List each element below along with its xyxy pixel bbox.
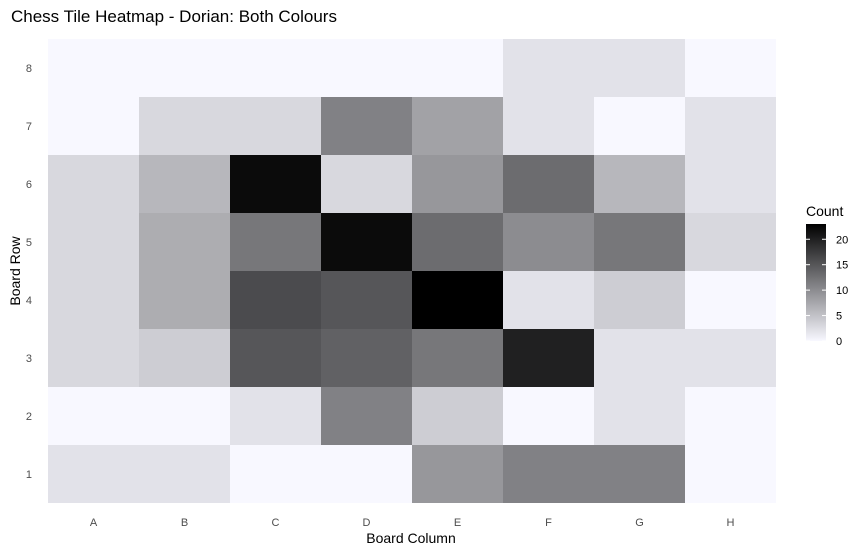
legend-colorbar xyxy=(806,224,826,341)
heatmap-cell-E5 xyxy=(412,213,503,271)
heatmap-cell-A5 xyxy=(48,213,139,271)
heatmap-cell-H6 xyxy=(685,155,776,213)
heatmap-cell-D4 xyxy=(321,271,412,329)
heatmap-cell-D5 xyxy=(321,213,412,271)
heatmap-cell-G4 xyxy=(594,271,685,329)
heatmap-cell-G8 xyxy=(594,39,685,97)
x-tick-label: D xyxy=(363,517,371,529)
heatmap-cell-A2 xyxy=(48,387,139,445)
heatmap-cell-D1 xyxy=(321,445,412,503)
legend-ticks: 0 5 10 15 20 xyxy=(806,234,848,348)
x-tick-label: F xyxy=(545,517,552,529)
heatmap-cell-G6 xyxy=(594,155,685,213)
heatmap-cell-F5 xyxy=(503,213,594,271)
heatmap-cell-D6 xyxy=(321,155,412,213)
heatmap-cell-G1 xyxy=(594,445,685,503)
heatmap-cell-A6 xyxy=(48,155,139,213)
heatmap-cell-B2 xyxy=(139,387,230,445)
y-tick-label: 5 xyxy=(26,237,32,249)
heatmap-cell-D3 xyxy=(321,329,412,387)
heatmap-cell-F6 xyxy=(503,155,594,213)
heatmap-cell-D7 xyxy=(321,97,412,155)
heatmap-cell-E4 xyxy=(412,271,503,329)
heatmap-cell-G7 xyxy=(594,97,685,155)
heatmap-cell-E3 xyxy=(412,329,503,387)
y-tick-label: 8 xyxy=(26,63,32,75)
heatmap-cell-B4 xyxy=(139,271,230,329)
heatmap-cell-G5 xyxy=(594,213,685,271)
heatmap-cell-A3 xyxy=(48,329,139,387)
x-tick-label: E xyxy=(454,517,461,529)
heatmap-cell-D8 xyxy=(321,39,412,97)
y-tick-label: 2 xyxy=(26,411,32,423)
y-tick-label: 6 xyxy=(26,179,32,191)
y-tick-label: 7 xyxy=(26,121,32,133)
legend: Count 0 5 10 15 20 xyxy=(806,203,848,348)
legend-tick-label: 0 xyxy=(836,336,842,348)
heatmap-cell-A8 xyxy=(48,39,139,97)
heatmap-cell-F1 xyxy=(503,445,594,503)
heatmap-cell-B5 xyxy=(139,213,230,271)
x-axis-title: Board Column xyxy=(366,530,456,546)
y-axis-ticks: 1 2 3 4 5 6 7 8 xyxy=(26,63,32,481)
heatmap-cell-F7 xyxy=(503,97,594,155)
heatmap-cell-C8 xyxy=(230,39,321,97)
x-tick-label: H xyxy=(727,517,735,529)
chart-title: Chess Tile Heatmap - Dorian: Both Colour… xyxy=(11,7,337,26)
heatmap-cell-C6 xyxy=(230,155,321,213)
heatmap-cell-C5 xyxy=(230,213,321,271)
y-tick-label: 1 xyxy=(26,469,32,481)
x-tick-label: A xyxy=(90,517,98,529)
heatmap-cell-E2 xyxy=(412,387,503,445)
legend-tick-label: 15 xyxy=(836,260,848,272)
y-axis-title: Board Row xyxy=(7,235,23,305)
heatmap-cell-E6 xyxy=(412,155,503,213)
heatmap-cell-H5 xyxy=(685,213,776,271)
heatmap-cell-H1 xyxy=(685,445,776,503)
heatmap-cell-F2 xyxy=(503,387,594,445)
heatmap-cell-G3 xyxy=(594,329,685,387)
x-tick-label: B xyxy=(181,517,188,529)
y-tick-label: 3 xyxy=(26,353,32,365)
heatmap-cell-A4 xyxy=(48,271,139,329)
heatmap-cells xyxy=(48,39,776,503)
heatmap-cell-B6 xyxy=(139,155,230,213)
heatmap-cell-F3 xyxy=(503,329,594,387)
heatmap-cell-H7 xyxy=(685,97,776,155)
heatmap-cell-H4 xyxy=(685,271,776,329)
heatmap-cell-D2 xyxy=(321,387,412,445)
heatmap-cell-E8 xyxy=(412,39,503,97)
legend-title: Count xyxy=(806,203,843,219)
legend-tick-label: 20 xyxy=(836,234,848,246)
heatmap-cell-A1 xyxy=(48,445,139,503)
heatmap-cell-C2 xyxy=(230,387,321,445)
legend-tick-label: 5 xyxy=(836,311,842,323)
heatmap-cell-H3 xyxy=(685,329,776,387)
x-tick-label: G xyxy=(635,517,644,529)
heatmap-cell-C3 xyxy=(230,329,321,387)
heatmap-cell-C7 xyxy=(230,97,321,155)
y-tick-label: 4 xyxy=(26,295,32,307)
heatmap-cell-B3 xyxy=(139,329,230,387)
legend-tick-label: 10 xyxy=(836,285,848,297)
heatmap-cell-C1 xyxy=(230,445,321,503)
heatmap-cell-A7 xyxy=(48,97,139,155)
heatmap-cell-E1 xyxy=(412,445,503,503)
heatmap-cell-F4 xyxy=(503,271,594,329)
heatmap-cell-H8 xyxy=(685,39,776,97)
x-axis-ticks: A B C D E F G H xyxy=(90,517,735,529)
x-tick-label: C xyxy=(272,517,280,529)
heatmap-cell-H2 xyxy=(685,387,776,445)
heatmap-cell-C4 xyxy=(230,271,321,329)
heatmap-cell-E7 xyxy=(412,97,503,155)
heatmap-cell-B7 xyxy=(139,97,230,155)
heatmap-cell-G2 xyxy=(594,387,685,445)
heatmap-cell-F8 xyxy=(503,39,594,97)
heatmap-cell-B1 xyxy=(139,445,230,503)
heatmap-cell-B8 xyxy=(139,39,230,97)
